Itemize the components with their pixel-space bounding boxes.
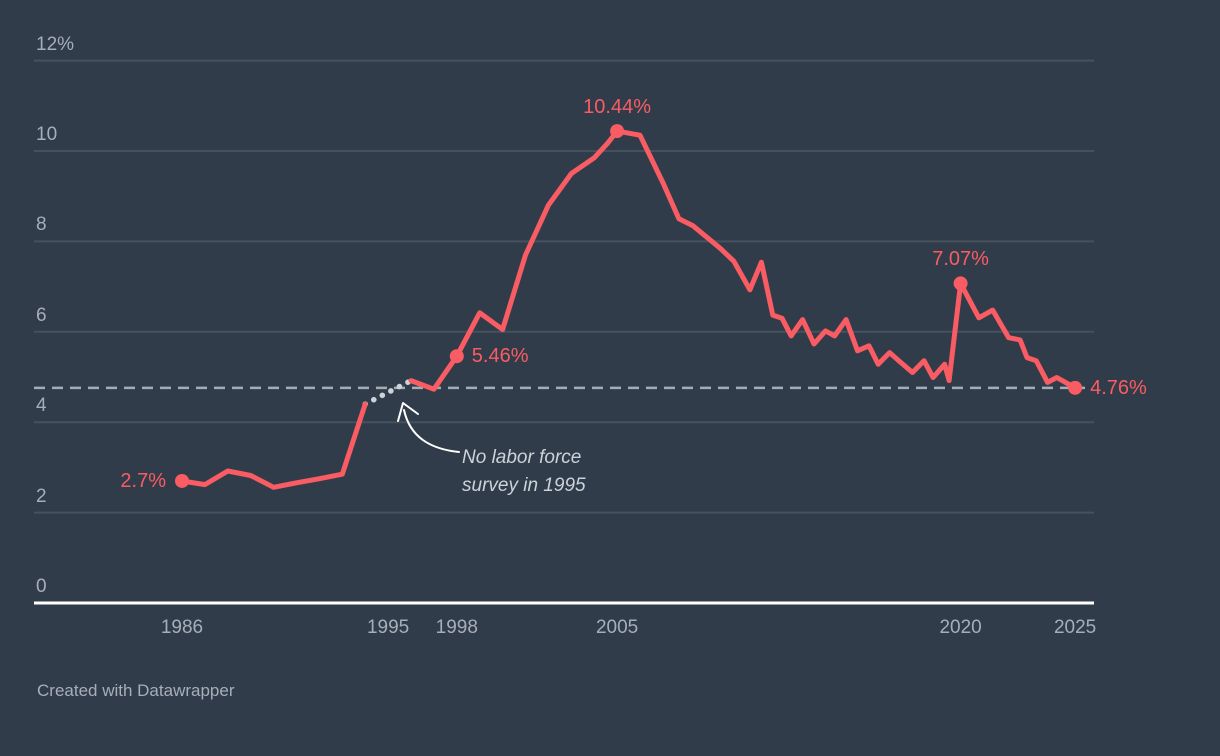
y-tick-label: 8 <box>36 214 47 236</box>
value-label-1986: 2.7% <box>120 469 166 492</box>
data-point-dot <box>1068 380 1083 395</box>
y-tick-label: 6 <box>36 304 47 326</box>
x-tick-label: 1995 <box>366 617 410 638</box>
rate-line <box>408 128 1078 392</box>
datawrapper-credit-link[interactable]: Created with Datawrapper <box>37 681 235 700</box>
value-label-1998: 5.46% <box>471 345 529 368</box>
x-tick-label: 2020 <box>939 617 982 638</box>
gap-annotation-line1: No labor force <box>462 447 582 468</box>
value-label-2025: 4.76% <box>1090 376 1147 399</box>
value-label-2005: 10.44% <box>583 96 652 119</box>
gap-annotation-line2: survey in 1995 <box>462 475 586 496</box>
y-tick-label: 2 <box>36 485 47 507</box>
annotation-arrow <box>403 409 460 453</box>
y-tick-label: 10 <box>36 124 58 145</box>
x-tick-label: 2005 <box>595 617 639 638</box>
y-tick-label: 0 <box>36 576 47 597</box>
x-tick-label: 2025 <box>1053 617 1097 638</box>
annotation-arrowhead <box>397 402 419 422</box>
value-label-2020: 7.07% <box>932 248 989 271</box>
data-point-dot <box>953 276 968 291</box>
x-tick-label: 1998 <box>435 617 478 638</box>
data-point-dot <box>610 124 625 139</box>
data-point-dot <box>449 349 464 364</box>
gap-dotted-segment <box>362 377 414 407</box>
y-tick-label: 12% <box>36 33 75 55</box>
rate-line <box>179 401 368 490</box>
y-tick-label: 4 <box>36 395 47 417</box>
gap-annotation: No labor force survey in 1995 <box>462 444 586 500</box>
x-tick-label: 1986 <box>160 617 204 638</box>
data-point-dot <box>175 473 189 488</box>
